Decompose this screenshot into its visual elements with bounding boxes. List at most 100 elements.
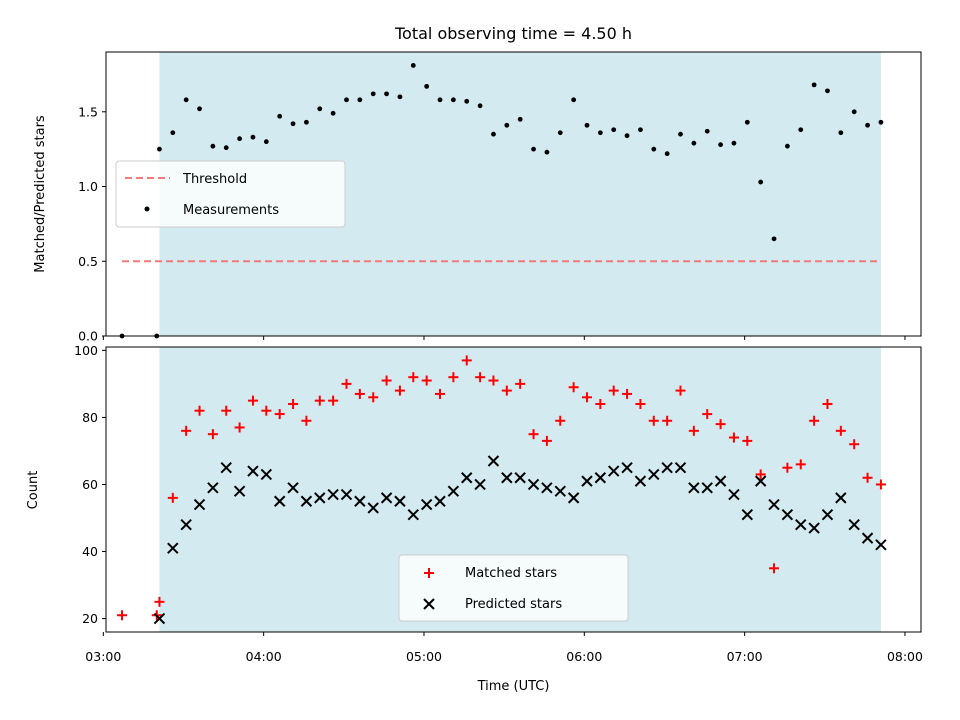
predicted-star-point: [461, 472, 473, 484]
top-y-tick-label: 1.5: [78, 104, 98, 119]
legend-predicted-label: Predicted stars: [465, 597, 562, 612]
predicted-star-point: [701, 482, 713, 494]
measurement-point: [557, 130, 563, 136]
measurement-point: [664, 151, 670, 157]
measurement-point: [571, 97, 577, 103]
bottom-x-tick-label: 04:00: [246, 649, 282, 664]
matched-star-point: [875, 479, 886, 490]
predicted-star-point: [287, 482, 299, 494]
measurement-point: [878, 119, 884, 125]
measurement-point: [304, 119, 309, 125]
predicted-star-point: [848, 518, 860, 531]
legend-predicted-marker: [423, 598, 435, 610]
measurement-point: [838, 130, 844, 136]
measurement-point: [771, 236, 777, 242]
matched-star-point: [675, 385, 686, 396]
bottom-x-tick-label: 05:00: [406, 649, 442, 664]
predicted-star-point: [474, 478, 486, 491]
top-x-axis-ticks: [102, 336, 906, 340]
measurement-point: [237, 136, 243, 142]
predicted-star-point: [167, 542, 179, 554]
measurement-point: [744, 119, 750, 125]
top-legend: Threshold Measurements: [115, 160, 346, 228]
matched-star-point: [261, 405, 272, 416]
top-y-tick-label: 0.5: [78, 254, 98, 269]
predicted-star-point: [835, 492, 847, 504]
matched-star-point: [541, 435, 552, 446]
measurement-point: [437, 97, 443, 103]
bottom-panel: 20 40 60 80 100 03:00 04:00 05:00 06:00 07:00 08:…: [26, 343, 923, 694]
measurement-point: [851, 109, 857, 115]
matched-star-point: [301, 415, 312, 426]
top-y-tick-label: 1.0: [78, 179, 98, 194]
matched-star-point: [849, 439, 860, 450]
predicted-star-point: [875, 539, 887, 551]
predicted-star-point: [220, 461, 232, 474]
predicted-star-point: [527, 478, 540, 491]
bottom-legend: Matched stars Predicted stars: [398, 554, 629, 622]
predicted-star-point: [447, 485, 460, 497]
measurement-point: [504, 122, 510, 128]
matched-star-point: [728, 432, 739, 443]
predicted-star-point: [367, 502, 379, 514]
predicted-star-point: [420, 498, 433, 511]
matched-star-point: [835, 425, 846, 436]
measurement-point: [384, 91, 389, 97]
matched-star-point: [595, 399, 606, 409]
measurement-point: [544, 149, 550, 155]
measurement-point: [651, 146, 657, 152]
predicted-star-point: [153, 612, 166, 625]
measurement-point: [517, 116, 523, 122]
measurement-point: [157, 146, 162, 152]
measurement-point: [678, 131, 683, 137]
matched-star-point: [648, 415, 659, 426]
measurement-point: [357, 97, 363, 103]
matched-star-point: [181, 425, 192, 436]
predicted-star-point: [273, 495, 286, 507]
measurement-point: [197, 106, 202, 112]
predicted-star-point: [354, 495, 366, 507]
bottom-y-tick-label: 80: [82, 410, 98, 425]
predicted-star-point: [380, 492, 393, 504]
matched-star-point: [274, 409, 285, 420]
predicted-star-point: [621, 461, 633, 474]
measurement-point: [865, 122, 870, 128]
bottom-y-axis-ticks: 20 40 60 80 100: [74, 343, 106, 626]
predicted-star-point: [327, 488, 339, 501]
legend-matched-marker: [424, 568, 434, 578]
bottom-legend-box: [398, 554, 629, 622]
measurement-point: [397, 94, 403, 100]
matched-star-point: [782, 462, 793, 473]
matched-star-point: [608, 385, 619, 396]
measurement-point: [250, 134, 256, 140]
bottom-y-tick-label: 100: [74, 343, 98, 358]
matched-star-point: [488, 375, 499, 386]
matched-star-point: [702, 409, 713, 420]
predicted-star-point: [607, 465, 620, 477]
matched-star-point: [795, 459, 806, 470]
top-panel: 0.0 0.5 1.0 1.5 Matched/Predicted stars Thr…: [33, 51, 922, 344]
measurement-point: [464, 98, 470, 104]
bottom-y-tick-label: 40: [82, 544, 98, 559]
matched-star-point: [408, 372, 419, 383]
measurement-point: [798, 127, 804, 133]
matched-star-point: [167, 492, 178, 503]
matched-star-point: [354, 388, 365, 399]
matched-star-point: [207, 429, 218, 440]
measurement-point: [290, 121, 296, 127]
measurement-point: [410, 63, 416, 68]
predicted-star-point: [808, 522, 820, 534]
top-y-axis-ticks: 0.0 0.5 1.0 1.5: [78, 104, 106, 344]
predicted-stars-points: [153, 455, 887, 625]
predicted-star-point: [714, 475, 727, 487]
measurement-point: [704, 128, 710, 134]
predicted-star-point: [634, 475, 647, 487]
matched-star-point: [461, 355, 472, 366]
measurement-point: [450, 97, 456, 103]
matched-star-point: [154, 596, 165, 607]
predicted-star-point: [207, 482, 219, 494]
measurement-point: [638, 127, 643, 133]
measurement-point: [584, 122, 590, 128]
bottom-x-tick-label: 07:00: [727, 649, 763, 664]
measurement-point: [317, 106, 323, 112]
